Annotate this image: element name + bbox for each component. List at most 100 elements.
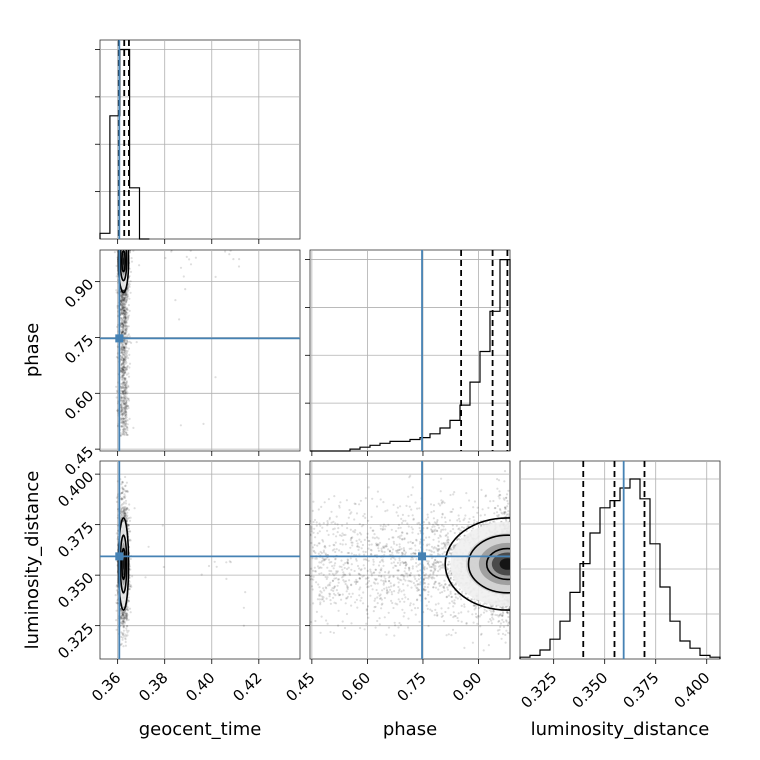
- sample-point: [130, 341, 133, 344]
- sample-point: [429, 608, 432, 611]
- sample-point: [125, 307, 128, 310]
- sample-point: [125, 401, 128, 404]
- sample-point: [124, 384, 127, 387]
- sample-point: [125, 353, 128, 357]
- sample-point: [124, 314, 127, 317]
- sample-point: [440, 612, 443, 615]
- sample-point: [390, 593, 394, 596]
- sample-point: [123, 347, 126, 350]
- sample-point: [445, 595, 448, 598]
- sample-point: [322, 558, 325, 561]
- sample-point: [126, 490, 129, 493]
- sample-point: [121, 613, 125, 616]
- sample-point: [126, 396, 129, 400]
- sample-point: [119, 611, 122, 615]
- sample-point: [115, 589, 118, 592]
- sample-point: [115, 585, 118, 588]
- sample-point: [124, 293, 127, 297]
- sample-point: [123, 422, 126, 425]
- sample-point: [124, 644, 127, 647]
- sample-point: [125, 291, 128, 294]
- sample-point: [121, 390, 124, 393]
- sample-point: [122, 349, 126, 352]
- sample-point: [123, 426, 126, 429]
- sample-point: [424, 573, 428, 576]
- histogram-step: [310, 259, 511, 452]
- sample-point: [124, 396, 127, 399]
- sample-point: [499, 605, 502, 609]
- sample-point: [121, 382, 124, 385]
- sample-point: [346, 567, 349, 571]
- sample-point: [125, 399, 128, 402]
- sample-point: [120, 387, 123, 390]
- sample-point: [123, 356, 126, 360]
- sample-point: [506, 499, 509, 503]
- sample-point: [304, 587, 306, 589]
- sample-point: [326, 622, 329, 625]
- sample-point: [120, 621, 123, 625]
- sample-point: [123, 328, 126, 331]
- sample-point: [322, 551, 325, 554]
- sample-point: [128, 503, 131, 506]
- sample-point: [342, 539, 345, 542]
- sample-point: [499, 494, 502, 497]
- sample-point: [121, 399, 124, 403]
- sample-point: [128, 283, 131, 286]
- sample-point: [432, 517, 435, 520]
- sample-point: [122, 353, 125, 356]
- sample-point: [120, 347, 123, 350]
- sample-point: [122, 520, 125, 523]
- sample-point: [125, 340, 129, 343]
- sample-point: [115, 601, 118, 604]
- sample-point: [378, 623, 381, 626]
- sample-point: [121, 425, 124, 428]
- sample-point: [128, 250, 132, 252]
- sample-point: [122, 369, 125, 372]
- sample-point: [487, 644, 490, 647]
- sample-point: [125, 319, 128, 322]
- sample-point: [125, 395, 128, 398]
- sample-point: [362, 602, 365, 605]
- sample-point: [482, 603, 485, 606]
- sample-point: [126, 419, 129, 422]
- sample-point: [127, 516, 130, 520]
- sample-point: [123, 294, 126, 297]
- sample-point: [502, 625, 506, 629]
- sample-point: [126, 340, 129, 343]
- sample-point: [122, 645, 125, 648]
- sample-point: [506, 624, 509, 627]
- sample-point: [122, 365, 125, 369]
- sample-point: [399, 505, 402, 508]
- sample-point: [307, 587, 309, 589]
- sample-point: [125, 612, 128, 615]
- sample-point: [326, 522, 329, 525]
- sample-point: [399, 561, 402, 565]
- sample-point: [121, 611, 124, 614]
- sample-point: [407, 525, 410, 528]
- sample-point: [122, 346, 125, 349]
- sample-point: [119, 311, 123, 314]
- sample-point: [122, 386, 125, 389]
- sample-point: [228, 560, 231, 563]
- sample-point: [323, 545, 326, 548]
- sample-point: [490, 613, 493, 616]
- sample-point: [128, 250, 132, 252]
- sample-point: [119, 316, 122, 320]
- sample-point: [125, 368, 128, 371]
- sample-point: [128, 362, 132, 365]
- sample-point: [358, 594, 361, 597]
- sample-point: [178, 318, 181, 321]
- sample-point: [374, 626, 377, 629]
- sample-point: [115, 628, 118, 631]
- sample-point: [121, 351, 124, 354]
- sample-point: [335, 548, 338, 551]
- sample-point: [120, 425, 123, 428]
- sample-point: [120, 318, 123, 321]
- sample-point: [423, 581, 426, 584]
- sample-point: [123, 511, 127, 515]
- sample-point: [492, 610, 495, 613]
- sample-point: [122, 394, 126, 397]
- sample-point: [125, 346, 128, 349]
- sample-point: [417, 573, 420, 576]
- sample-point: [125, 399, 128, 402]
